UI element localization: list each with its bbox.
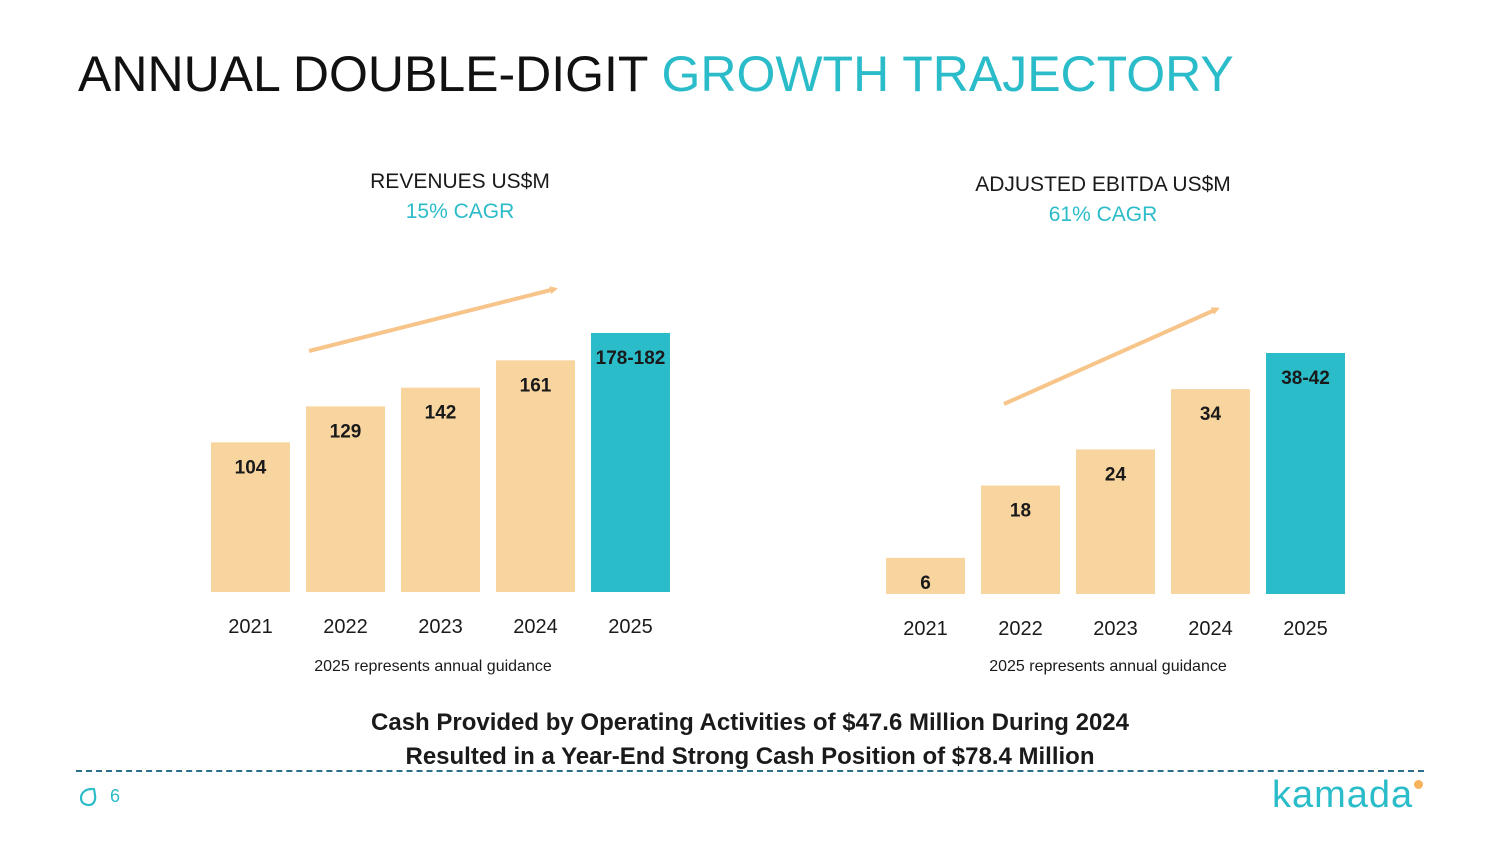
title-accent: GROWTH TRAJECTORY [661, 46, 1234, 102]
bar-ebitda-2024 [1171, 389, 1250, 594]
bar-ebitda-2022 [981, 485, 1060, 594]
x-tick-label-ebitda-2022: 2022 [998, 618, 1043, 640]
bar-ebitda-2023 [1076, 449, 1155, 594]
chart-ebitda-subtitle: 61% CAGR [1048, 203, 1158, 226]
chart-ebitda-note: 2025 represents annual guidance [989, 658, 1227, 675]
bar-revenues-2025 [591, 333, 670, 592]
x-tick-label-revenues-2023: 2023 [418, 616, 463, 638]
x-tick-label-ebitda-2025: 2025 [1283, 618, 1328, 640]
footer-line-1: Cash Provided by Operating Activities of… [371, 709, 1129, 736]
data-label-revenues-2024: 161 [520, 375, 552, 396]
page-number: 6 [110, 786, 121, 806]
data-label-revenues-2025: 178-182 [596, 348, 666, 369]
trend-arrow-icon [308, 286, 558, 353]
bar-ebitda-2025 [1266, 353, 1345, 594]
bar-revenues-2022 [306, 406, 385, 592]
page-title: ANNUAL DOUBLE-DIGIT GROWTH TRAJECTORY [78, 44, 1234, 104]
kamada-mark-icon [79, 787, 97, 807]
bar-revenues-2023 [401, 387, 480, 592]
x-tick-label-ebitda-2021: 2021 [903, 618, 948, 640]
data-label-ebitda-2023: 24 [1105, 464, 1127, 485]
chart-ebitda-title: ADJUSTED EBITDA US$M [975, 173, 1231, 196]
chart-revenues-subtitle: 15% CAGR [405, 200, 515, 223]
x-tick-label-revenues-2021: 2021 [228, 616, 273, 638]
x-tick-label-ebitda-2024: 2024 [1188, 618, 1233, 640]
bar-revenues-2024 [496, 360, 575, 592]
data-label-ebitda-2022: 18 [1010, 501, 1031, 522]
x-tick-label-ebitda-2023: 2023 [1093, 618, 1138, 640]
bar-ebitda-2021 [886, 557, 965, 594]
data-label-revenues-2023: 142 [425, 403, 457, 424]
chart-revenues-title: REVENUES US$M [370, 170, 550, 193]
x-tick-label-revenues-2024: 2024 [513, 616, 558, 638]
chart-revenues-note: 2025 represents annual guidance [314, 658, 552, 675]
data-label-revenues-2021: 104 [235, 457, 267, 478]
footer-line-2: Resulted in a Year-End Strong Cash Posit… [405, 743, 1095, 770]
bar-revenues-2021 [211, 442, 290, 592]
x-tick-label-revenues-2022: 2022 [323, 616, 368, 638]
data-label-ebitda-2024: 34 [1200, 404, 1222, 425]
data-label-revenues-2022: 129 [330, 421, 362, 442]
trend-arrow-icon [1003, 307, 1220, 406]
brand-logo: kamada [1272, 774, 1414, 816]
data-label-ebitda-2021: 6 [920, 573, 931, 594]
brand-logo-dot [1414, 780, 1423, 789]
title-main: ANNUAL DOUBLE-DIGIT [78, 46, 648, 102]
x-tick-label-revenues-2025: 2025 [608, 616, 653, 638]
data-label-ebitda-2025: 38-42 [1281, 368, 1330, 389]
charts-canvas: 104 2021 129 2022 142 2023 161 2024 178-182 2025 6… [211, 286, 1345, 640]
footer-divider [76, 770, 1424, 772]
